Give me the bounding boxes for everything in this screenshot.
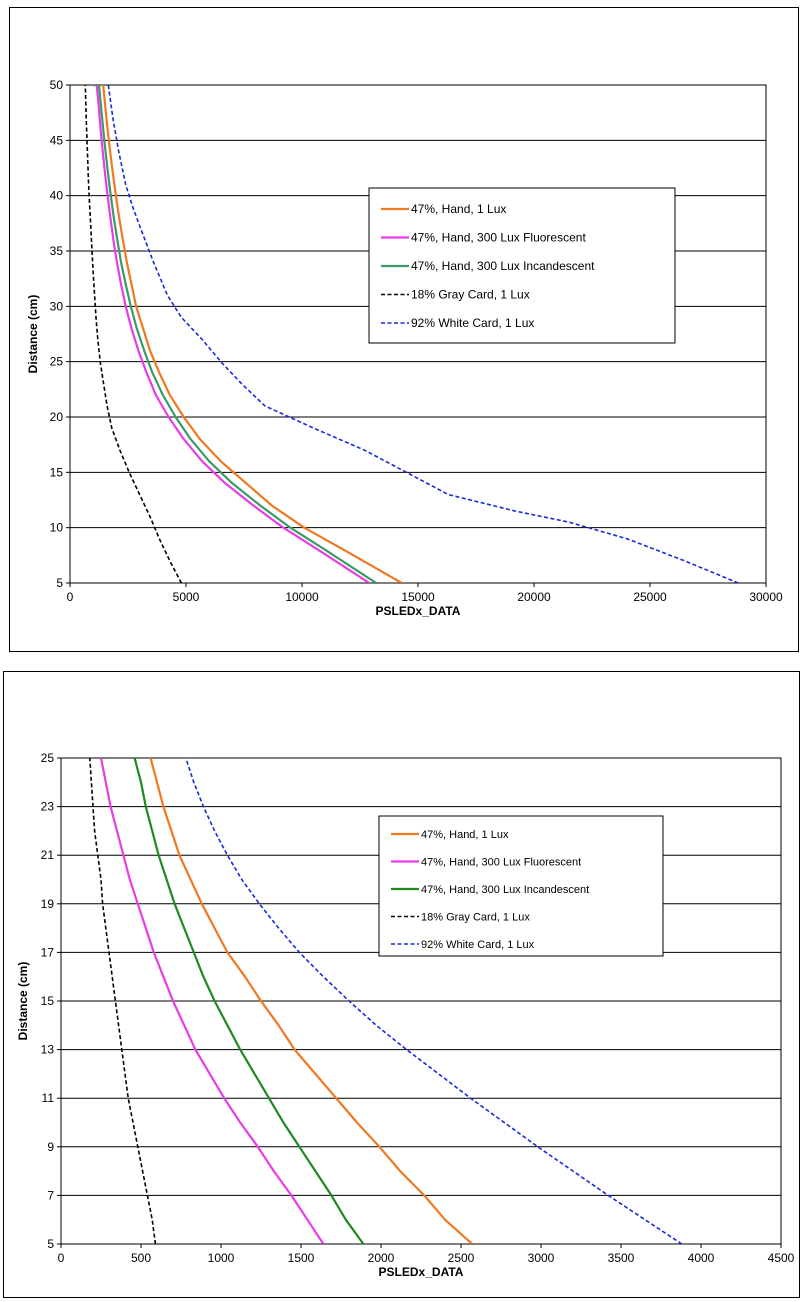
y-tick-label: 25 xyxy=(41,751,55,765)
x-tick-label: 500 xyxy=(131,1251,151,1265)
y-tick-label: 50 xyxy=(50,78,64,92)
x-tick-label: 3500 xyxy=(608,1251,635,1265)
chart-2-frame: 5 7 9 11 13 15 17 19 21 23 25 0 500 1000 1500 2000 2500 3… xyxy=(3,671,800,1298)
y-tick-label: 15 xyxy=(41,994,55,1008)
y-tick-label: 30 xyxy=(50,299,64,313)
y-tick-label: 45 xyxy=(50,133,64,147)
series-line xyxy=(185,758,683,1244)
x-tick-label: 0 xyxy=(67,590,74,604)
x-tick-label: 1500 xyxy=(288,1251,315,1265)
y-tick-label: 21 xyxy=(41,848,55,862)
legend-label: 47%, Hand, 1 Lux xyxy=(411,202,506,216)
y-tick-label: 17 xyxy=(41,945,55,959)
chart-2-svg: 5 7 9 11 13 15 17 19 21 23 25 0 500 1000 1500 2000 2500 3… xyxy=(16,751,795,1279)
series-line xyxy=(89,758,157,1244)
y-tick-label: 9 xyxy=(47,1140,54,1154)
x-axis-label: PSLEDx_DATA xyxy=(376,604,461,618)
legend-label: 18% Gray Card, 1 Lux xyxy=(421,912,530,924)
y-tick-label: 23 xyxy=(41,800,55,814)
x-tick-label: 2000 xyxy=(368,1251,395,1265)
y-tick-label: 5 xyxy=(47,1237,54,1251)
y-axis-label: Distance (cm) xyxy=(26,295,40,374)
x-tick-label: 25000 xyxy=(633,590,667,604)
legend-label: 47%, Hand, 1 Lux xyxy=(421,829,509,841)
x-tick-label: 3000 xyxy=(528,1251,555,1265)
legend-box xyxy=(368,187,676,344)
x-tick-label: 4500 xyxy=(768,1251,795,1265)
y-tick-label: 35 xyxy=(50,244,64,258)
legend-label: 47%, Hand, 300 Lux Fluorescent xyxy=(421,857,581,869)
y-tick-label: 15 xyxy=(50,465,64,479)
x-axis-label: PSLEDx_DATA xyxy=(379,1265,464,1279)
y-tick-label: 7 xyxy=(47,1188,54,1202)
y-tick-label: 5 xyxy=(56,576,63,590)
y-tick-label: 25 xyxy=(50,355,64,369)
legend-box xyxy=(378,815,664,957)
y-tick-label: 40 xyxy=(50,189,64,203)
y-tick-label: 10 xyxy=(50,521,64,535)
y-tick-label: 11 xyxy=(42,1091,55,1105)
x-tick-label: 2500 xyxy=(448,1251,475,1265)
x-tick-label: 5000 xyxy=(173,590,200,604)
legend-label: 92% White Card, 1 Lux xyxy=(411,316,534,330)
chart-1-svg: 5 10 15 20 25 30 35 40 45 50 0 5000 10000 15000 20000 2… xyxy=(26,78,783,618)
x-tick-label: 10000 xyxy=(285,590,319,604)
x-tick-label: 0 xyxy=(58,1251,65,1265)
series-line xyxy=(133,758,365,1244)
y-axis-label: Distance (cm) xyxy=(16,962,30,1041)
series-line xyxy=(93,85,377,583)
legend-label: 47%, Hand, 300 Lux Incandescent xyxy=(411,259,595,273)
series-line xyxy=(97,85,403,583)
x-tick-label: 1000 xyxy=(208,1251,235,1265)
x-tick-label: 15000 xyxy=(401,590,435,604)
legend-label: 47%, Hand, 300 Lux Fluorescent xyxy=(411,231,586,245)
y-tick-label: 13 xyxy=(41,1043,55,1057)
series-line xyxy=(99,758,325,1244)
series-line xyxy=(84,85,183,583)
series-line xyxy=(107,85,739,583)
series-line xyxy=(149,758,473,1244)
y-tick-label: 20 xyxy=(50,410,64,424)
legend-label: 92% White Card, 1 Lux xyxy=(421,939,535,951)
y-tick-label: 19 xyxy=(41,897,55,911)
x-tick-label: 20000 xyxy=(517,590,551,604)
series-line xyxy=(91,85,370,583)
legend-label: 47%, Hand, 300 Lux Incandescent xyxy=(421,884,589,896)
x-tick-label: 4000 xyxy=(688,1251,715,1265)
chart-1-frame: 5 10 15 20 25 30 35 40 45 50 0 5000 10000 15000 20000 2… xyxy=(9,7,799,652)
x-tick-label: 30000 xyxy=(749,590,783,604)
legend-label: 18% Gray Card, 1 Lux xyxy=(411,288,530,302)
